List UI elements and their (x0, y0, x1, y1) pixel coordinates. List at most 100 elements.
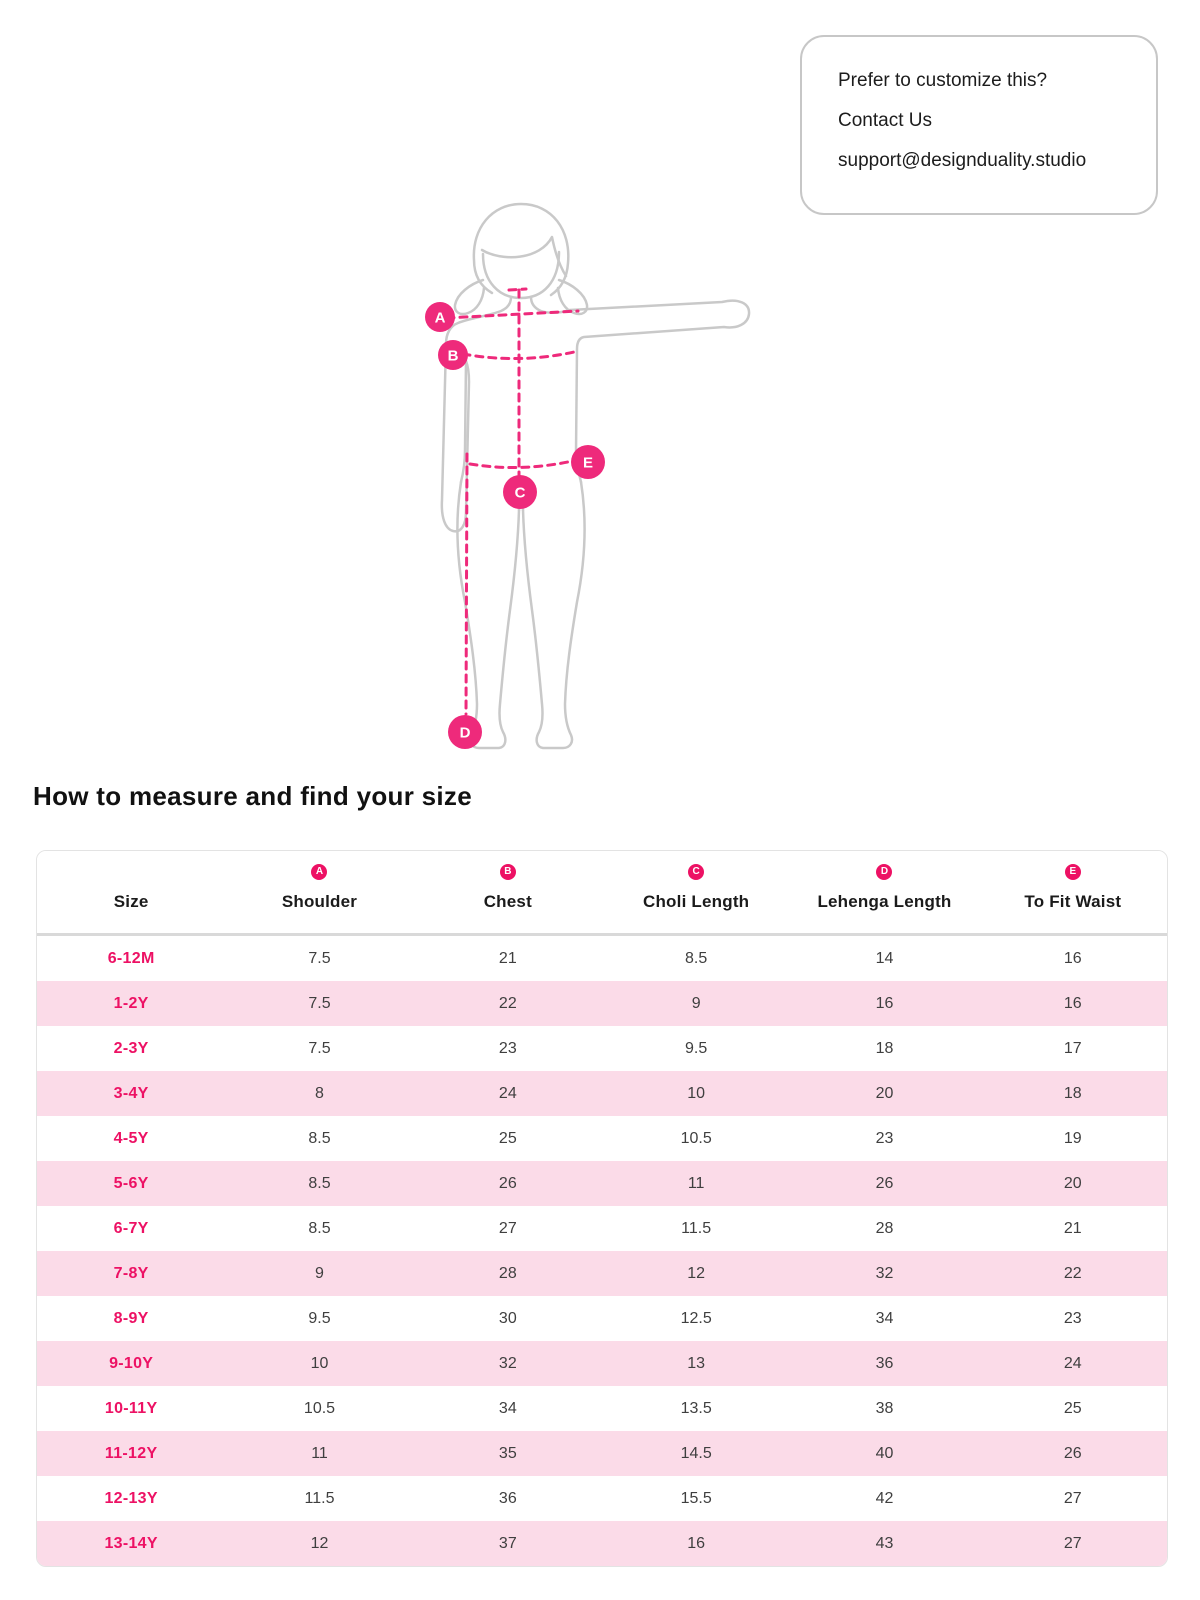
column-label: Choli Length (643, 892, 750, 911)
to-fit-waist-cell: 17 (1063, 1039, 1082, 1057)
to-fit-waist-cell: 27 (1063, 1489, 1082, 1507)
to-fit-waist-cell: 16 (1063, 949, 1082, 967)
lehenga-length-line (464, 452, 469, 716)
size-cell: 3-4Y (113, 1084, 149, 1102)
choli-length-cell: 10 (687, 1084, 706, 1102)
measurement-figure-diagram: A B C E D (400, 190, 770, 770)
chest-cell: 32 (498, 1354, 517, 1372)
size-cell: 12-13Y (104, 1489, 158, 1507)
shoulder-cell: 8.5 (308, 1174, 331, 1192)
size-cell: 6-7Y (113, 1219, 149, 1237)
chest-cell: 22 (498, 994, 517, 1012)
chest-cell: 26 (498, 1174, 517, 1192)
shoulder-cell: 9.5 (308, 1309, 331, 1327)
marker-d-badge: D (448, 715, 482, 749)
header-lehenga-length: D Lehenga Length (790, 851, 978, 933)
size-cell: 2-3Y (113, 1039, 149, 1057)
shoulder-cell: 12 (310, 1534, 329, 1552)
body-outline (440, 202, 751, 750)
column-label: To Fit Waist (1024, 892, 1122, 911)
table-row: 11-12Y 11 35 14.5 40 26 (37, 1431, 1167, 1476)
shoulder-cell: 9 (315, 1264, 324, 1282)
shoulder-cell: 7.5 (308, 1039, 331, 1057)
chest-cell: 37 (498, 1534, 517, 1552)
shoulder-cell: 10 (310, 1354, 329, 1372)
shoulder-cell: 8 (315, 1084, 324, 1102)
size-cell: 11-12Y (104, 1444, 158, 1462)
size-cell: 8-9Y (113, 1309, 149, 1327)
table-row: 9-10Y 10 32 13 36 24 (37, 1341, 1167, 1386)
table-row: 6-12M 7.5 21 8.5 14 16 (37, 936, 1167, 981)
chest-cell: 27 (498, 1219, 517, 1237)
marker-b-icon: B (499, 864, 516, 880)
lehenga-length-cell: 28 (875, 1219, 894, 1237)
table-row: 4-5Y 8.5 25 10.5 23 19 (37, 1116, 1167, 1161)
table-row: 1-2Y 7.5 22 9 16 16 (37, 981, 1167, 1026)
header-size: Size (37, 851, 225, 933)
shoulder-line (445, 309, 580, 320)
to-fit-waist-cell: 19 (1063, 1129, 1082, 1147)
to-fit-waist-cell: 21 (1063, 1219, 1082, 1237)
to-fit-waist-cell: 25 (1063, 1399, 1082, 1417)
lehenga-length-cell: 32 (875, 1264, 894, 1282)
lehenga-length-cell: 20 (875, 1084, 894, 1102)
lehenga-length-cell: 34 (875, 1309, 894, 1327)
customize-callout: Prefer to customize this? Contact Us sup… (800, 35, 1158, 215)
svg-text:B: B (448, 348, 459, 365)
column-label: Chest (483, 892, 532, 911)
measurement-dashed-lines (445, 287, 583, 716)
callout-contact-label: Contact Us (838, 110, 932, 131)
shoulder-cell: 11 (311, 1444, 328, 1462)
size-cell: 6-12M (107, 949, 155, 967)
choli-length-cell: 13 (687, 1354, 706, 1372)
table-row: 13-14Y 12 37 16 43 27 (37, 1521, 1167, 1566)
lehenga-length-cell: 14 (875, 949, 894, 967)
marker-d-icon: D (876, 864, 893, 880)
shoulder-cell: 8.5 (308, 1219, 331, 1237)
table-row: 6-7Y 8.5 27 11.5 28 21 (37, 1206, 1167, 1251)
lehenga-length-cell: 16 (875, 994, 894, 1012)
table-row: 5-6Y 8.5 26 11 26 20 (37, 1161, 1167, 1206)
shoulder-cell: 10.5 (303, 1399, 336, 1417)
size-cell: 7-8Y (113, 1264, 149, 1282)
table-row: 12-13Y 11.5 36 15.5 42 27 (37, 1476, 1167, 1521)
header-choli-length: C Choli Length (602, 851, 790, 933)
svg-text:C: C (515, 485, 526, 502)
header-shoulder: A Shoulder (225, 851, 413, 933)
to-fit-waist-cell: 24 (1063, 1354, 1082, 1372)
figure-markers: A B C E D (425, 302, 605, 749)
size-chart-header: Size A Shoulder B Chest C Choli Length D… (37, 851, 1167, 936)
chest-cell: 25 (498, 1129, 517, 1147)
marker-a-badge: A (425, 302, 455, 332)
column-label: Shoulder (281, 892, 358, 911)
table-row: 10-11Y 10.5 34 13.5 38 25 (37, 1386, 1167, 1431)
chest-cell: 35 (498, 1444, 517, 1462)
marker-a-icon: A (311, 864, 328, 880)
choli-length-cell: 10.5 (680, 1129, 712, 1147)
size-cell: 5-6Y (113, 1174, 149, 1192)
to-fit-waist-cell: 18 (1063, 1084, 1082, 1102)
marker-b-badge: B (438, 340, 468, 370)
shoulder-cell: 8.5 (308, 1129, 331, 1147)
lehenga-length-cell: 23 (875, 1129, 894, 1147)
lehenga-length-cell: 43 (875, 1534, 894, 1552)
size-cell: 1-2Y (113, 994, 149, 1012)
chest-cell: 36 (498, 1489, 517, 1507)
chest-cell: 34 (498, 1399, 517, 1417)
chest-cell: 30 (498, 1309, 517, 1327)
column-label: Lehenga Length (817, 892, 952, 911)
callout-title: Prefer to customize this? (838, 70, 1048, 91)
header-chest: B Chest (414, 851, 602, 933)
chest-line (461, 350, 576, 361)
choli-length-cell: 9.5 (685, 1039, 708, 1057)
svg-text:A: A (435, 310, 446, 327)
svg-text:D: D (460, 725, 471, 742)
shoulder-cell: 7.5 (308, 949, 331, 967)
to-fit-waist-cell: 16 (1063, 994, 1082, 1012)
callout-support-email: support@designduality.studio (838, 150, 1087, 171)
marker-e-badge: E (571, 445, 605, 479)
lehenga-length-cell: 36 (875, 1354, 894, 1372)
lehenga-length-cell: 38 (875, 1399, 894, 1417)
lehenga-length-cell: 40 (875, 1444, 894, 1462)
